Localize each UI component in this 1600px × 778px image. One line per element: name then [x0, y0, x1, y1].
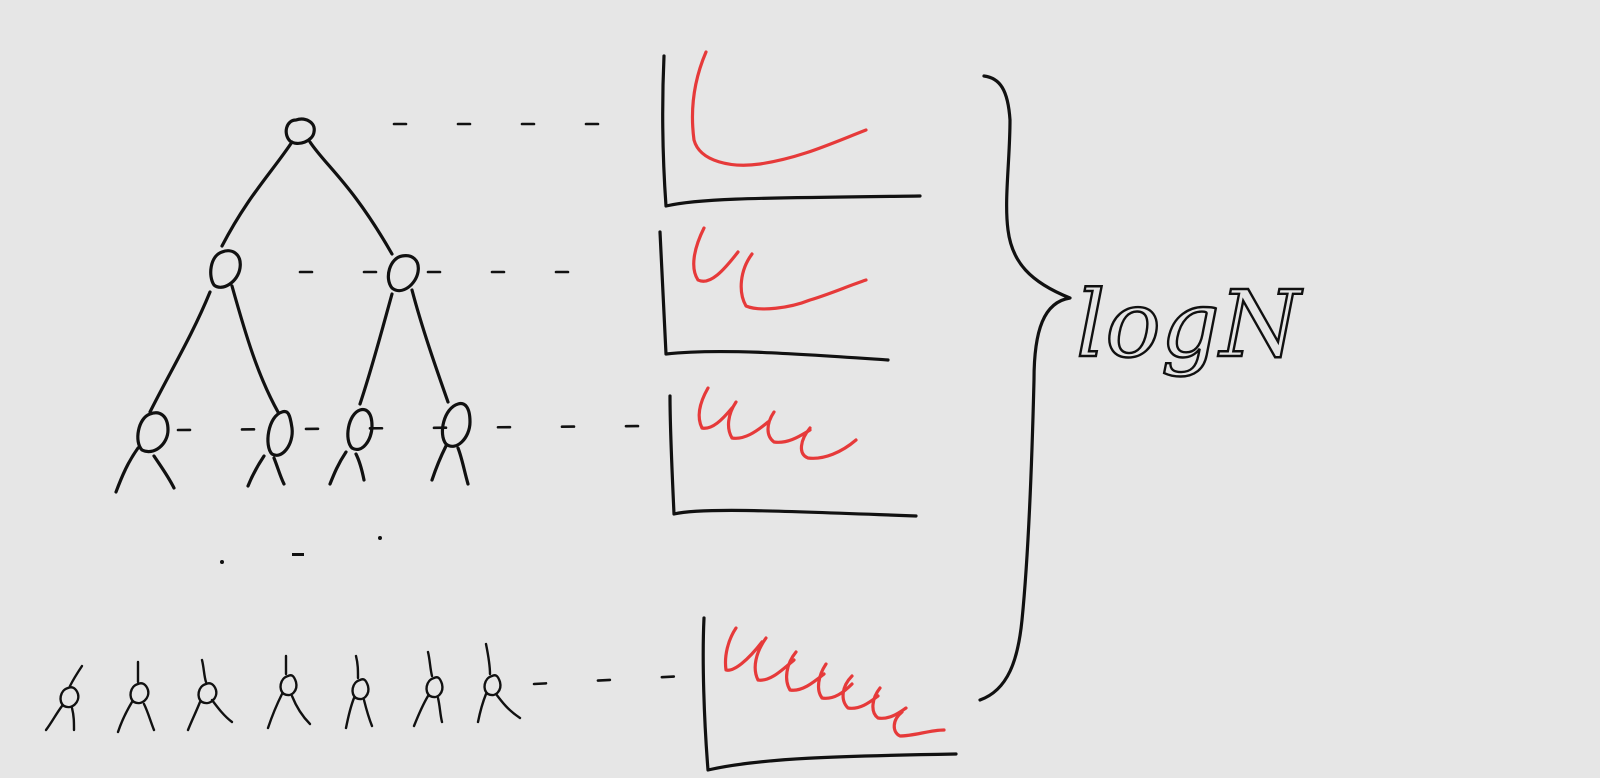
- cost-curve: [753, 636, 796, 682]
- cost-curve: [785, 650, 826, 692]
- level-plot-3: [668, 386, 918, 518]
- cost-curve: [692, 226, 740, 283]
- leaf-node: [44, 664, 84, 732]
- depth-label: logN: [1076, 271, 1304, 378]
- cost-curve: [697, 386, 734, 430]
- tree-node-l3: [136, 411, 170, 454]
- cost-curve: [766, 410, 812, 444]
- tree-edge: [148, 290, 212, 414]
- ellipsis-dash: [292, 553, 304, 556]
- leaf-node: [476, 642, 522, 724]
- tree-edge: [430, 444, 448, 482]
- level-plots: [658, 50, 958, 772]
- ellipsis-dot: [378, 536, 382, 540]
- tree-edge: [152, 454, 176, 490]
- level-plot-4: [701, 616, 958, 772]
- tree-edge: [358, 292, 394, 406]
- tree-edge: [456, 446, 470, 486]
- tree-edge: [354, 452, 366, 482]
- level-plot-1: [661, 50, 922, 208]
- tree-edge: [114, 446, 140, 494]
- leaf-node: [266, 654, 312, 730]
- plot-axes: [701, 616, 958, 772]
- plot-axes: [668, 394, 918, 518]
- level-connectors: [176, 122, 686, 686]
- cost-curve: [841, 674, 880, 710]
- tree-node-l2-left: [209, 249, 242, 289]
- plot-axes: [658, 230, 890, 362]
- cost-curve: [690, 50, 868, 167]
- tree-edge: [230, 284, 280, 414]
- tree-node-l3: [346, 407, 374, 451]
- cost-curve: [739, 252, 868, 311]
- recursion-tree: [44, 117, 522, 734]
- tree-edge: [246, 454, 266, 488]
- tree-root-node: [284, 117, 316, 145]
- leaf-node: [186, 658, 234, 732]
- tree-edge: [410, 288, 450, 404]
- connector-level-leaf: [532, 674, 686, 686]
- leaf-node: [344, 654, 374, 730]
- leaf-row: [44, 642, 522, 734]
- cost-curve: [892, 710, 946, 738]
- tree-edge: [220, 140, 294, 248]
- tree-edge: [272, 456, 286, 486]
- plot-axes: [661, 54, 922, 208]
- cost-curve: [723, 626, 764, 672]
- tree-node-l2-right: [386, 254, 420, 293]
- tree-edge: [328, 450, 348, 486]
- leaf-node: [412, 650, 444, 728]
- cost-curve: [726, 400, 770, 440]
- tree-edge: [308, 140, 394, 256]
- ellipsis-dot: [220, 560, 224, 564]
- connector-level-3: [176, 424, 646, 432]
- tree-node-l3: [440, 401, 472, 448]
- tree-node-l3: [266, 409, 294, 457]
- curly-brace: [978, 74, 1072, 702]
- level-plot-2: [658, 226, 890, 362]
- cost-curve: [799, 426, 858, 460]
- leaf-node: [116, 660, 156, 734]
